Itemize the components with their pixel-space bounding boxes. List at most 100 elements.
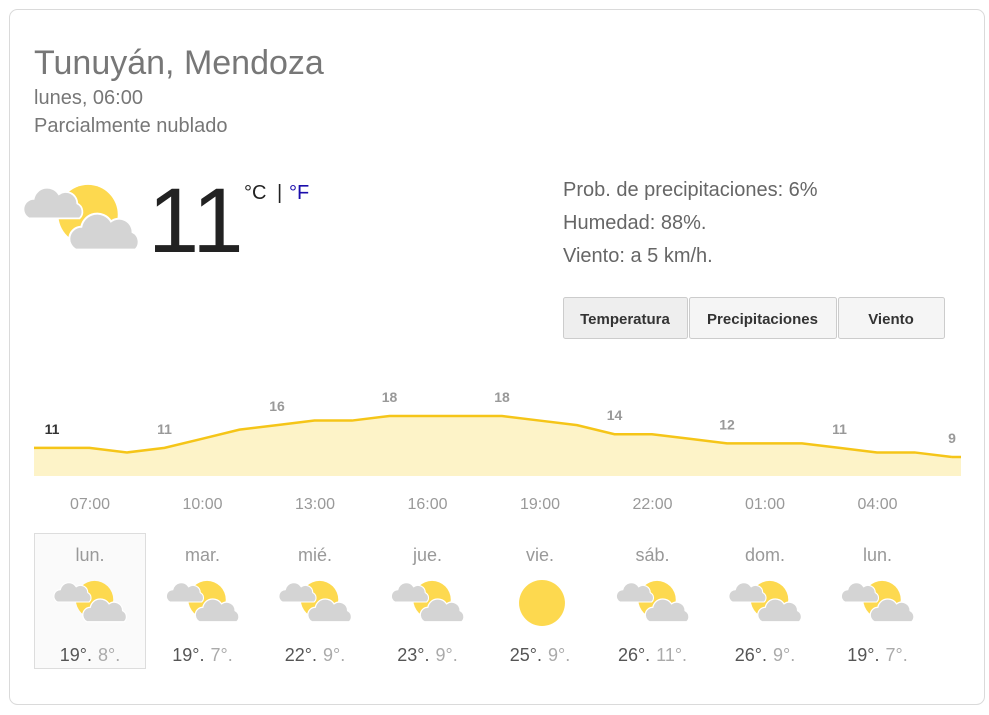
cloud	[53, 582, 92, 603]
time-label: 10:00	[182, 496, 222, 513]
cloud	[728, 582, 767, 603]
daily-forecast: lun. 19°. 8°. mar. 19°. 7°. mié. 22°. 9°. jue. 23°…	[34, 533, 915, 669]
temp-label: 9	[948, 430, 956, 446]
condition: Parcialmente nublado	[34, 115, 227, 137]
detail: Viento: a 5 km/h.	[563, 245, 713, 267]
cloud	[22, 186, 84, 220]
cloud-shape	[644, 598, 690, 623]
weather-icon	[615, 580, 690, 623]
cloud-shape	[869, 598, 915, 623]
temp-label: 18	[382, 389, 398, 405]
day-high: 26°.	[618, 645, 650, 665]
day-low: 9°.	[436, 645, 458, 665]
temp-label: 11	[45, 421, 60, 437]
card-border	[9, 9, 985, 705]
cloud-shape	[615, 582, 654, 603]
cloud-shape	[194, 598, 240, 623]
day-name: lun.	[75, 545, 104, 565]
day-low: 9°.	[548, 645, 570, 665]
temp-label: 16	[269, 398, 285, 414]
cloud-shape	[757, 598, 803, 623]
time-label: 01:00	[745, 496, 785, 513]
cloud	[307, 598, 353, 623]
time-label: 16:00	[407, 496, 447, 513]
weather-icon	[840, 580, 915, 623]
detail: Prob. de precipitaciones: 6%	[563, 179, 818, 201]
tab-button[interactable]	[563, 297, 688, 339]
tab-button[interactable]	[838, 297, 945, 339]
temp-label: 18	[494, 389, 510, 405]
temp-label: 14	[607, 407, 623, 423]
cloud	[757, 598, 803, 623]
day-column[interactable]: mié. 22°. 9°.	[278, 545, 353, 665]
detail: Humedad: 88%.	[563, 212, 706, 234]
day-high: 25°.	[510, 645, 542, 665]
day-high: 19°.	[847, 645, 879, 665]
day-name: vie.	[526, 545, 554, 565]
time-label: 19:00	[520, 496, 560, 513]
day-temps: 22°. 9°.	[285, 645, 345, 665]
cloud-shape	[53, 582, 92, 603]
weather-icon	[165, 580, 240, 623]
day-column[interactable]: dom. 26°. 9°.	[728, 545, 803, 665]
cloud-shape	[390, 582, 429, 603]
day-low: 9°.	[773, 645, 795, 665]
day-high: 19°.	[60, 645, 92, 665]
temp-label: 12	[719, 416, 735, 432]
temp-label: 11	[832, 421, 847, 437]
day-column[interactable]: lun. 19°. 8°.	[34, 533, 146, 669]
temp-area	[34, 416, 961, 476]
day-low: 7°.	[211, 645, 233, 665]
day-high: 26°.	[735, 645, 767, 665]
day-temps: 26°. 11°.	[618, 645, 687, 665]
day-name: dom.	[745, 545, 785, 565]
cloud	[165, 582, 204, 603]
unit-c[interactable]: °C	[244, 182, 266, 204]
day-column[interactable]: sáb. 26°. 11°.	[615, 545, 690, 665]
day-temps: 19°. 7°.	[172, 645, 232, 665]
day-column[interactable]: mar. 19°. 7°.	[165, 545, 240, 665]
day-low: 8°.	[98, 645, 120, 665]
day-column[interactable]: vie. 25°. 9°.	[510, 545, 570, 665]
temp-label: 11	[157, 421, 172, 437]
cloud	[194, 598, 240, 623]
day-low: 7°.	[886, 645, 908, 665]
day-temps: 19°. 8°.	[60, 645, 120, 665]
day-column[interactable]: lun. 19°. 7°.	[840, 545, 915, 665]
cloud	[869, 598, 915, 623]
tab-label[interactable]: Viento	[868, 311, 914, 328]
cloud	[68, 212, 140, 251]
time: lunes, 06:00	[34, 87, 143, 109]
cloud	[278, 582, 317, 603]
tab-button[interactable]	[689, 297, 837, 339]
day-temps: 26°. 9°.	[735, 645, 795, 665]
weather-icon	[728, 580, 803, 623]
cloud-shape	[278, 582, 317, 603]
cloud-shape	[728, 582, 767, 603]
unit-f[interactable]: °F	[289, 182, 309, 204]
time-label: 07:00	[70, 496, 110, 513]
cloud-shape	[165, 582, 204, 603]
cloud-shape	[22, 186, 84, 220]
cloud	[82, 598, 128, 623]
day-low: 9°.	[323, 645, 345, 665]
day-name: lun.	[863, 545, 892, 565]
cloud	[644, 598, 690, 623]
current-temp: 11	[148, 170, 244, 272]
day-high: 22°.	[285, 645, 317, 665]
day-name: mié.	[298, 545, 332, 565]
temperature-chart: 11 11 16 18 18 14 12 11 9 07:00 10:00 13:00 16:00 19:…	[34, 389, 961, 513]
tab-label[interactable]: Temperatura	[580, 311, 670, 328]
time-label: 13:00	[295, 496, 335, 513]
tab-label[interactable]: Precipitaciones	[707, 311, 818, 328]
cloud	[615, 582, 654, 603]
day-low: 11°.	[656, 645, 687, 665]
weather-icon	[53, 580, 128, 623]
weather-icon	[278, 580, 353, 623]
temp-line	[52, 414, 953, 459]
details: Prob. de precipitaciones: 6% Humedad: 88%…	[563, 179, 818, 267]
current-icon	[22, 184, 140, 251]
day-column[interactable]: jue. 23°. 9°.	[390, 545, 465, 665]
sun	[519, 580, 565, 626]
